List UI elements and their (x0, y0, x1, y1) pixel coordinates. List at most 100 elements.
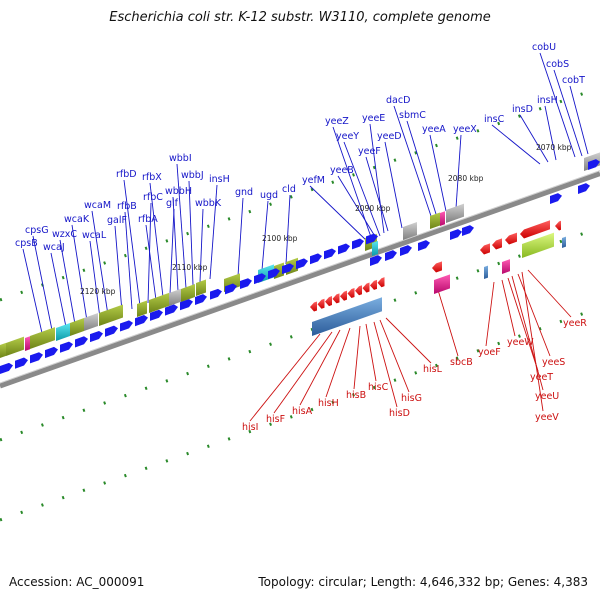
reverse-leader-line (353, 325, 361, 390)
forward-gene-label: insC (484, 114, 505, 125)
reverse-gene-arrow[interactable] (355, 285, 362, 296)
forward-gene-arrow[interactable] (105, 325, 118, 337)
reverse-gene-label: hisA (292, 406, 313, 417)
forward-gene-arrow[interactable] (370, 255, 382, 266)
forward-gene-label: wcaL (82, 230, 107, 241)
forward-gene-arrow[interactable] (462, 225, 474, 236)
reverse-leader-line (365, 323, 377, 382)
reverse-gene-label: sbcB (450, 357, 473, 368)
forward-gene-label: sbmC (399, 110, 426, 121)
forward-leader-line (553, 69, 583, 157)
reverse-gene-arrow[interactable] (332, 293, 340, 304)
forward-leader-line (123, 179, 141, 307)
forward-gene-arrow[interactable] (400, 245, 412, 256)
forward-gene-arrow[interactable] (135, 315, 148, 327)
forward-leader-line (91, 210, 109, 316)
forward-gene-arrow[interactable] (352, 238, 364, 250)
reverse-gene-arrow[interactable] (520, 220, 550, 239)
reverse-gene-arrow[interactable] (370, 279, 377, 290)
forward-gene-arrow[interactable] (90, 330, 103, 343)
forward-gene-arrow[interactable] (180, 299, 193, 311)
forward-gene-arrow[interactable] (385, 250, 397, 261)
reverse-gene-arrow[interactable] (432, 261, 442, 273)
forward-gene-label: insD (512, 104, 533, 115)
cds-box (484, 265, 488, 279)
forward-gene-arrow[interactable] (60, 341, 73, 353)
reverse-gene-arrow[interactable] (362, 282, 370, 293)
reverse-gene-arrow[interactable] (505, 232, 517, 245)
reverse-gene-arrow[interactable] (492, 238, 502, 250)
forward-leader-line (429, 134, 447, 212)
forward-gene-arrow[interactable] (268, 268, 280, 280)
forward-gene-label: dacD (386, 95, 410, 106)
forward-leader-line (237, 197, 244, 277)
forward-leader-line (406, 120, 437, 215)
forward-gene-arrow[interactable] (450, 229, 462, 240)
forward-gene-arrow[interactable] (550, 193, 562, 204)
forward-gene-arrow[interactable] (366, 233, 378, 245)
reverse-gene-arrow[interactable] (340, 290, 347, 301)
kbp-labels: 2120 kbp 2110 kbp 2100 kbp 2090 kbp 2080 kbp… (80, 143, 572, 296)
forward-gene-arrow[interactable] (0, 362, 13, 374)
reverse-gene-label: yeeU (535, 391, 559, 402)
forward-gene-arrow[interactable] (75, 336, 88, 348)
forward-gene-label: yeeE (362, 113, 385, 124)
forward-leader-line (491, 124, 541, 165)
forward-gene-arrow[interactable] (588, 159, 600, 170)
genome-summary-text: Topology: circular; Length: 4,646,332 bp… (258, 575, 588, 589)
cds-box (25, 336, 30, 351)
reverse-leader-line (373, 321, 398, 408)
reverse-gene-arrow[interactable] (325, 296, 332, 307)
cds-box (137, 300, 147, 317)
kbp-label: 2090 kbp (355, 204, 391, 213)
cds-box (502, 259, 510, 274)
forward-gene-arrow[interactable] (338, 243, 350, 255)
cds-box (440, 211, 445, 226)
cds-box (84, 313, 98, 331)
forward-leader-line (145, 224, 157, 301)
forward-gene-arrow[interactable] (45, 346, 58, 359)
reverse-gene-arrow[interactable] (347, 287, 355, 298)
forward-gene-arrow[interactable] (296, 258, 308, 270)
forward-leader-line (455, 134, 462, 209)
forward-gene-arrow[interactable] (254, 273, 266, 285)
forward-gene-label: wcaK (64, 214, 90, 225)
forward-gene-arrow[interactable] (225, 283, 237, 295)
reverse-gene-arrow[interactable] (555, 220, 561, 231)
forward-gene-arrow[interactable] (240, 278, 252, 290)
forward-gene-label: yefM (302, 175, 325, 186)
forward-gene-arrow[interactable] (30, 352, 43, 364)
backbone-line (0, 171, 600, 389)
forward-gene-arrow[interactable] (150, 309, 163, 321)
cds-box (434, 274, 450, 294)
reverse-gene-arrow[interactable] (377, 277, 385, 288)
forward-gene-arrow[interactable] (578, 183, 590, 194)
forward-gene-label: rfbC (143, 192, 163, 203)
forward-gene-arrow[interactable] (324, 248, 336, 260)
forward-gene-arrow[interactable] (195, 294, 207, 305)
forward-gene-arrow[interactable] (120, 320, 133, 332)
reverse-leader-line (299, 329, 341, 406)
forward-leader-line (22, 248, 43, 334)
forward-gene-arrow[interactable] (418, 240, 430, 251)
reverse-leader-line (501, 279, 516, 337)
reverse-gene-arrow[interactable] (317, 298, 325, 309)
reverse-gene-label: yeeS (542, 357, 565, 368)
gene-leader-lines (22, 52, 589, 422)
gene-arrows[interactable] (0, 159, 600, 374)
forward-gene-label: galF (107, 215, 127, 226)
forward-gene-label: cpsG (25, 225, 49, 236)
forward-gene-arrow[interactable] (15, 357, 28, 369)
reverse-gene-arrow[interactable] (310, 301, 317, 312)
reverse-gene-label: yeeT (530, 372, 553, 383)
reverse-gene-arrow[interactable] (480, 243, 490, 255)
forward-gene-arrow[interactable] (165, 304, 178, 316)
forward-gene-arrow[interactable] (210, 288, 222, 300)
accession-text: Accession: AC_000091 (9, 575, 145, 589)
forward-leader-line (369, 123, 385, 234)
forward-gene-arrow[interactable] (282, 263, 294, 275)
forward-gene-arrow[interactable] (310, 253, 322, 265)
forward-leader-line (519, 114, 549, 163)
cds-box (522, 232, 554, 258)
